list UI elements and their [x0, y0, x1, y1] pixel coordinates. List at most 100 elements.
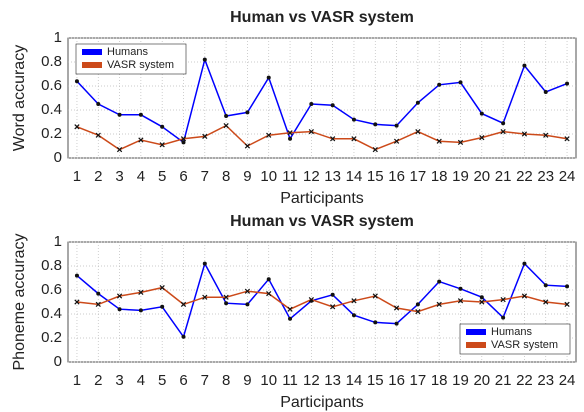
marker [458, 80, 463, 85]
x-tick-label: 13 [324, 372, 341, 389]
marker [564, 136, 570, 142]
marker [415, 128, 421, 135]
y-tick-label: 0 [54, 149, 62, 166]
marker [521, 293, 528, 299]
x-tick-label: 23 [537, 372, 554, 389]
legend-label: VASR system [107, 59, 174, 71]
marker [372, 146, 378, 153]
series-line [76, 57, 568, 144]
x-tick-label: 6 [179, 168, 187, 185]
marker [181, 334, 186, 339]
marker [330, 304, 336, 310]
y-tick-label: 0 [54, 353, 62, 370]
legend-label: Humans [107, 46, 148, 58]
marker [479, 111, 484, 116]
marker [436, 301, 442, 308]
y-axis-label: Word accuracy [11, 45, 28, 151]
marker [437, 279, 442, 284]
marker [245, 110, 250, 115]
marker [500, 128, 506, 135]
x-tick-label: 22 [516, 168, 533, 185]
marker [372, 293, 378, 299]
legend-swatch [82, 49, 102, 55]
x-tick-label: 22 [516, 372, 533, 389]
y-tick-label: 0.8 [41, 257, 62, 274]
x-tick-label: 24 [559, 168, 576, 185]
marker [224, 301, 229, 306]
marker [244, 288, 251, 294]
marker [180, 136, 187, 142]
x-tick-label: 4 [137, 168, 145, 185]
marker [457, 298, 464, 304]
marker [500, 296, 506, 303]
series-line [76, 124, 568, 151]
x-tick-label: 10 [260, 168, 277, 185]
legend-label: VASR system [491, 339, 558, 351]
y-tick-label: 0.4 [41, 305, 62, 322]
marker [543, 90, 548, 94]
series-line [76, 261, 568, 339]
marker [266, 75, 271, 80]
y-tick-label: 0.2 [41, 329, 62, 346]
marker [543, 283, 548, 288]
marker [74, 79, 79, 84]
marker [288, 136, 293, 141]
marker [330, 136, 336, 142]
marker [373, 320, 378, 325]
marker [308, 128, 314, 135]
marker [351, 298, 357, 304]
marker [74, 299, 80, 305]
x-tick-label: 4 [137, 372, 145, 389]
marker [373, 122, 378, 127]
marker [394, 123, 399, 128]
x-tick-label: 7 [201, 168, 209, 185]
marker [117, 112, 122, 117]
marker [330, 292, 335, 297]
x-tick-label: 24 [559, 372, 576, 389]
x-tick-label: 13 [324, 168, 341, 185]
marker [160, 124, 165, 129]
marker [138, 112, 143, 117]
marker [437, 82, 442, 87]
marker [564, 301, 570, 308]
marker [351, 313, 356, 318]
x-tick-label: 21 [495, 372, 512, 389]
chart-title: Human vs VASR system [230, 9, 414, 26]
marker [565, 284, 570, 289]
y-tick-label: 0.6 [41, 77, 62, 94]
chart-title: Human vs VASR system [230, 213, 414, 230]
x-tick-label: 20 [473, 168, 490, 185]
x-tick-label: 18 [431, 168, 448, 185]
x-tick-label: 2 [94, 168, 102, 185]
marker [181, 140, 186, 145]
marker [287, 130, 293, 136]
marker [309, 102, 314, 106]
marker [415, 302, 420, 307]
x-tick-label: 17 [410, 372, 427, 389]
marker [565, 81, 570, 86]
x-tick-label: 9 [243, 168, 251, 185]
marker [95, 301, 101, 308]
marker [393, 305, 400, 311]
marker [223, 122, 229, 129]
x-tick-label: 19 [452, 372, 469, 389]
y-tick-label: 0.8 [41, 53, 62, 70]
x-tick-label: 16 [388, 168, 405, 185]
marker [308, 296, 314, 303]
x-tick-label: 5 [158, 168, 166, 185]
marker [479, 134, 485, 141]
marker [479, 295, 484, 300]
x-tick-label: 11 [282, 168, 298, 185]
marker [138, 308, 143, 313]
marker [436, 138, 442, 144]
x-tick-label: 1 [73, 168, 81, 185]
marker [202, 57, 207, 62]
x-tick-label: 12 [303, 372, 320, 389]
marker [394, 321, 399, 326]
x-tick-label: 2 [94, 372, 102, 389]
marker [160, 304, 165, 309]
marker [415, 308, 421, 315]
marker [521, 131, 528, 137]
x-tick-label: 5 [158, 372, 166, 389]
marker [138, 289, 144, 296]
